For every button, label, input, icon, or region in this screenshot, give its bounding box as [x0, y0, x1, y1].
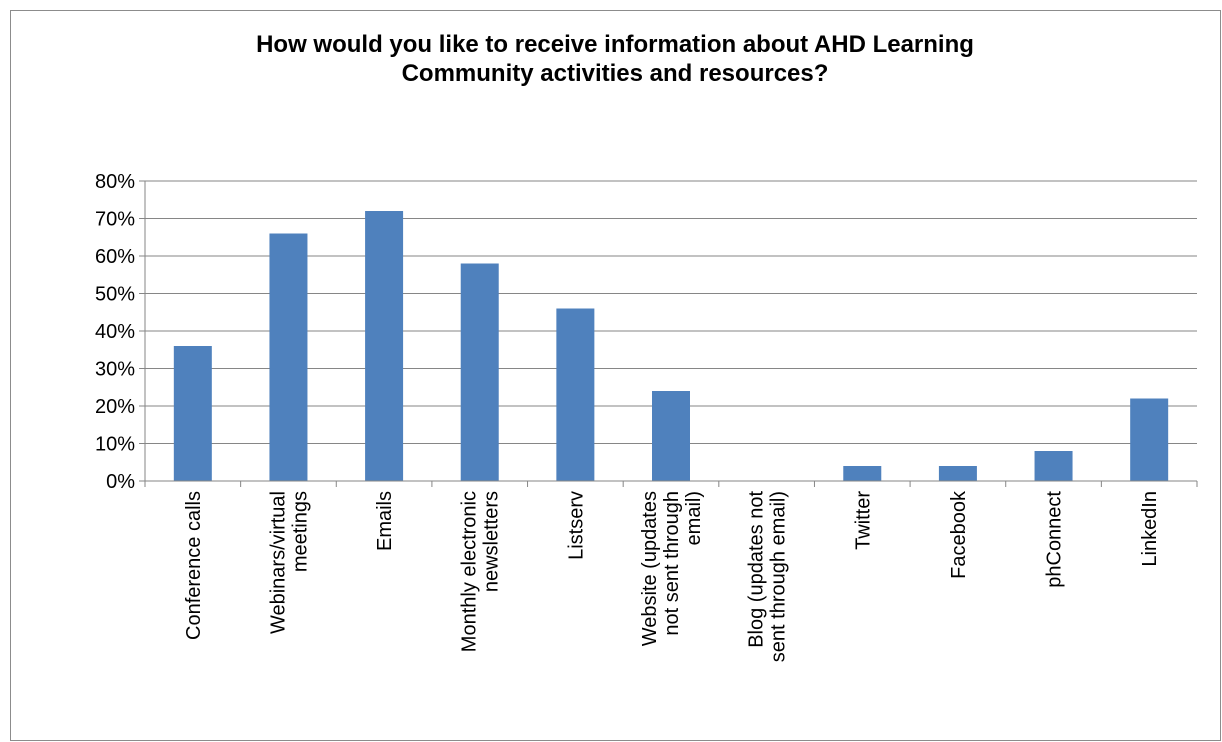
x-category-label: Emails: [374, 491, 396, 551]
x-category-label-line: Twitter: [852, 491, 874, 550]
x-category-label: phConnect: [1044, 491, 1066, 588]
x-category-label: Facebook: [948, 490, 970, 579]
x-category-label: Website (updates not sent through email): [639, 491, 705, 646]
x-category-label: Webinars/virtual meetings: [267, 491, 311, 634]
bar: [365, 211, 404, 481]
bar: [173, 346, 212, 481]
y-tick-label: 30%: [95, 359, 135, 381]
y-tick-label: 60%: [95, 246, 135, 268]
gridlines: [145, 180, 1197, 444]
x-category-label-line: Listserv: [565, 491, 587, 560]
x-category-label-line: newsletters: [481, 491, 503, 592]
y-tick-label: 0%: [106, 471, 135, 493]
y-tick-label: 80%: [95, 171, 135, 193]
x-category-label-line: meetings: [289, 491, 311, 572]
x-category-label: LinkedIn: [1139, 491, 1161, 567]
x-category-label-line: sent through email): [768, 491, 790, 662]
x-category-label-line: Conference calls: [183, 491, 205, 640]
x-category-label: Conference calls: [183, 491, 205, 640]
chart-frame: [10, 10, 1221, 741]
bars: [173, 211, 1169, 481]
y-tick-label: 70%: [95, 209, 135, 231]
x-category-label-line: Facebook: [948, 490, 970, 579]
x-category-label-line: phConnect: [1044, 491, 1066, 588]
y-axis-ticks: 0% 10% 20% 30% 40% 50% 60% 70% 80%: [95, 171, 135, 493]
x-category-label-line: email): [683, 491, 705, 545]
bar: [269, 233, 308, 481]
y-tick-label: 40%: [95, 321, 135, 343]
bar: [460, 263, 499, 481]
bar: [556, 308, 595, 481]
x-category-label-line: Website (updates: [639, 491, 661, 646]
x-axis-labels: Conference calls Webinars/virtual meetings…: [183, 490, 1161, 662]
x-category-label-line: Emails: [374, 491, 396, 551]
x-category-label: Listserv: [565, 491, 587, 560]
y-tick-label: 10%: [95, 434, 135, 456]
chart-title-line-1: How would you like to receive informatio…: [256, 31, 974, 58]
bar: [1130, 398, 1169, 481]
x-category-label: Monthly electronic newsletters: [459, 491, 503, 652]
x-category-label-line: not sent through: [661, 491, 683, 636]
x-category-label-line: LinkedIn: [1139, 491, 1161, 567]
axes: [139, 180, 1198, 487]
x-category-label: Blog (updates not sent through email): [746, 491, 790, 663]
bar: [843, 466, 882, 481]
x-category-label-line: Monthly electronic: [459, 491, 481, 652]
y-tick-label: 50%: [95, 284, 135, 306]
bar: [938, 466, 977, 481]
bar: [652, 391, 690, 481]
chart-title-line-2: Community activities and resources?: [401, 60, 829, 87]
y-tick-label: 20%: [95, 396, 135, 418]
x-category-label-line: Blog (updates not: [746, 491, 768, 648]
x-category-label-line: Webinars/virtual: [267, 491, 289, 634]
chart-title: How would you like to receive informatio…: [140, 30, 1090, 88]
bar: [1034, 451, 1073, 481]
x-category-label: Twitter: [852, 491, 874, 550]
